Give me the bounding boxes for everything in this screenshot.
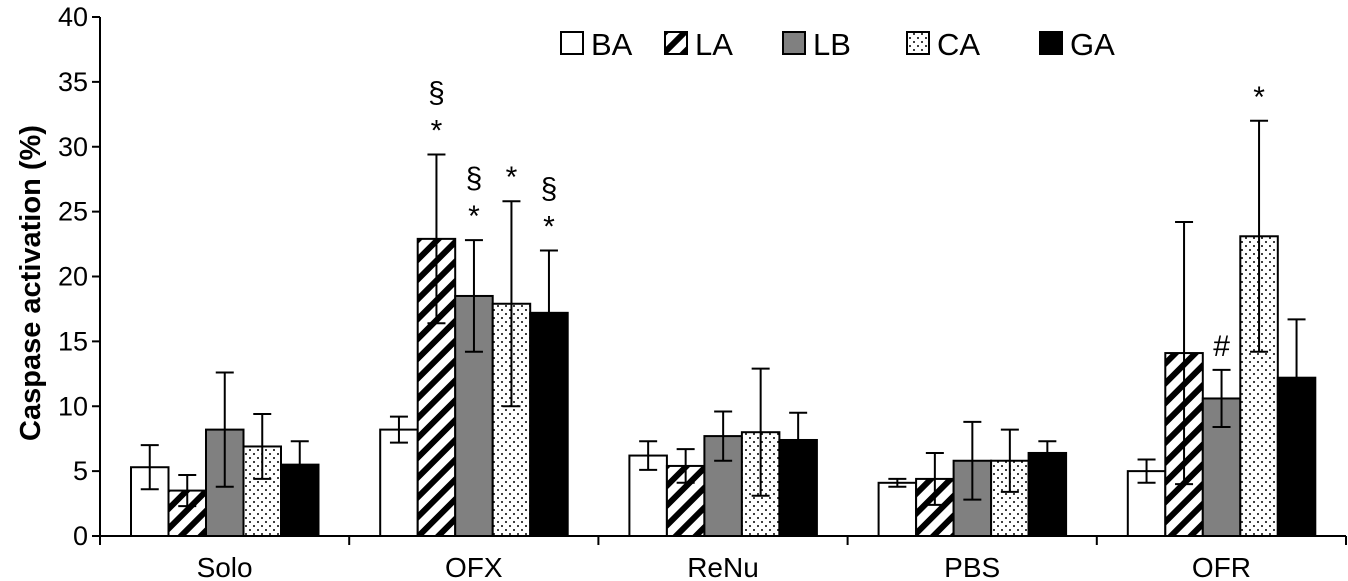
bar [1027, 451, 1068, 537]
x-tick-label: OFR [1192, 552, 1251, 581]
significance-marker: * [543, 211, 555, 244]
legend: BA LA LB CA GA [560, 27, 1115, 62]
y-tick-label: 20 [58, 262, 88, 292]
legend-label: CA [937, 27, 980, 62]
significance-marker: * [468, 200, 480, 233]
bar [877, 481, 918, 537]
y-tick-label: 35 [58, 67, 88, 97]
bar [529, 311, 569, 537]
y-tick-label: 25 [58, 197, 88, 227]
x-tick-label: Solo [197, 552, 253, 581]
legend-swatch [782, 31, 806, 55]
x-tick-label: OFX [445, 552, 503, 581]
significance-marker: § [428, 77, 445, 110]
y-axis-title: Caspase activation (%) [15, 125, 47, 441]
legend-label: LB [813, 27, 851, 62]
y-tick-label: 0 [73, 521, 88, 551]
significance-marker: * [431, 115, 443, 148]
significance-marker: § [541, 173, 558, 206]
legend-label: GA [1070, 27, 1115, 62]
plot-area: 0 5 10 15 20 25 30 35 40 Solo OFX ReNu PBS OFR § * § * * § *… [58, 2, 1347, 581]
x-tick-label: ReNu [687, 552, 759, 581]
y-tick-label: 30 [58, 132, 88, 162]
legend-label: BA [591, 27, 633, 62]
legend-label: LA [695, 27, 733, 62]
legend-swatch [560, 31, 584, 55]
y-tick-label: 40 [58, 2, 88, 32]
y-tick-label: 5 [73, 456, 88, 486]
significance-marker: * [1253, 81, 1265, 114]
legend-swatch [906, 31, 930, 55]
x-tick-label: PBS [944, 552, 1000, 581]
bar [379, 428, 419, 538]
significance-marker: § [466, 162, 483, 195]
legend-swatch [664, 31, 688, 55]
significance-marker: * [506, 161, 518, 194]
y-tick-label: 15 [58, 326, 88, 356]
legend-swatch [1039, 31, 1063, 55]
y-tick-label: 10 [58, 391, 88, 421]
significance-marker: # [1213, 330, 1230, 363]
